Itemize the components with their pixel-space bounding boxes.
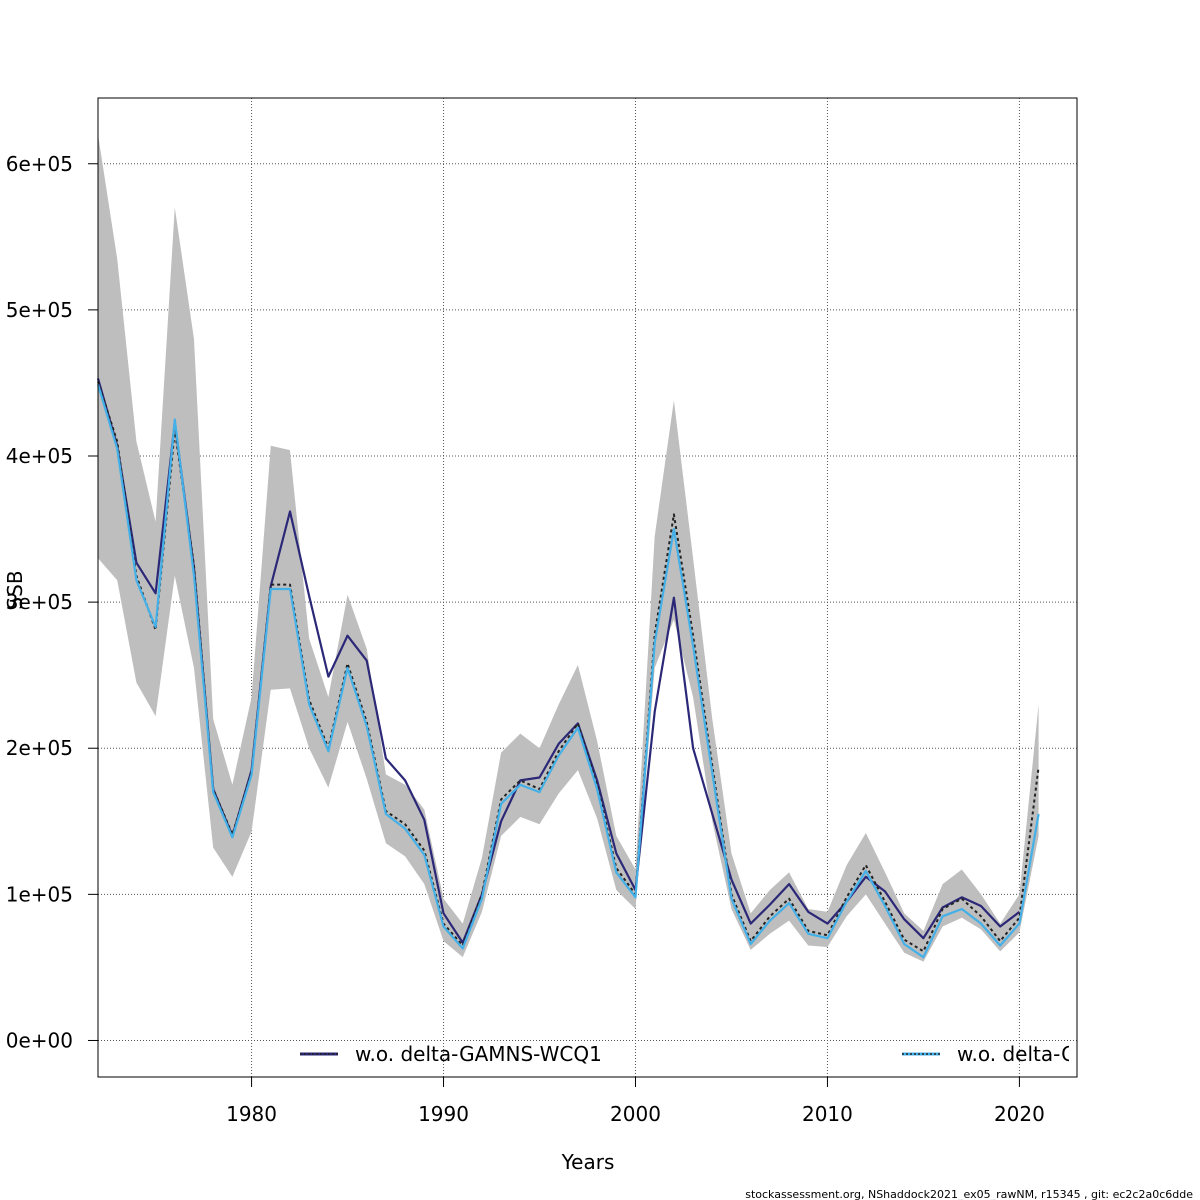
y-tick-label: 5e+05	[6, 298, 73, 322]
confidence-band	[98, 134, 1039, 962]
y-axis-title: SSB	[3, 570, 27, 609]
footer-caption: stockassessment.org, NShaddock2021_ex05_…	[745, 1188, 1193, 1200]
legend: w.o. delta-GAMNS-WCQ1 w.o. delta-G	[300, 1042, 1077, 1066]
series-line-2	[97, 381, 1040, 953]
legend-label-1: w.o. delta-GAMNS-WCQ1	[355, 1042, 602, 1066]
y-axis: 0e+00 1e+05 2e+05 3e+05 4e+05 5e+05 6e+05	[6, 152, 98, 1052]
confidence-band-layer	[98, 134, 1039, 962]
x-tick-label: 1980	[226, 1102, 277, 1126]
x-tick-label: 2000	[610, 1102, 661, 1126]
y-tick-label: 6e+05	[6, 152, 73, 176]
plot-frame	[97, 97, 1078, 1078]
x-axis-title: Years	[561, 1150, 615, 1174]
series-line-3	[96, 384, 1040, 959]
x-tick-label: 2010	[802, 1102, 853, 1126]
y-tick-label: 4e+05	[6, 444, 73, 468]
y-tick-label: 3e+05	[6, 590, 73, 614]
y-tick-label: 1e+05	[6, 882, 73, 906]
x-tick-label: 1990	[418, 1102, 469, 1126]
x-axis: 1980 1990 2000 2010 2020	[226, 1077, 1045, 1126]
legend-items: w.o. delta-GAMNS-WCQ1 w.o. delta-G	[300, 1042, 1077, 1066]
x-tick-label: 2020	[994, 1102, 1045, 1126]
y-tick-label: 0e+00	[6, 1028, 73, 1052]
y-tick-label: 2e+05	[6, 736, 73, 760]
legend-label-2: w.o. delta-G	[957, 1042, 1077, 1066]
series-layer	[96, 378, 1040, 959]
